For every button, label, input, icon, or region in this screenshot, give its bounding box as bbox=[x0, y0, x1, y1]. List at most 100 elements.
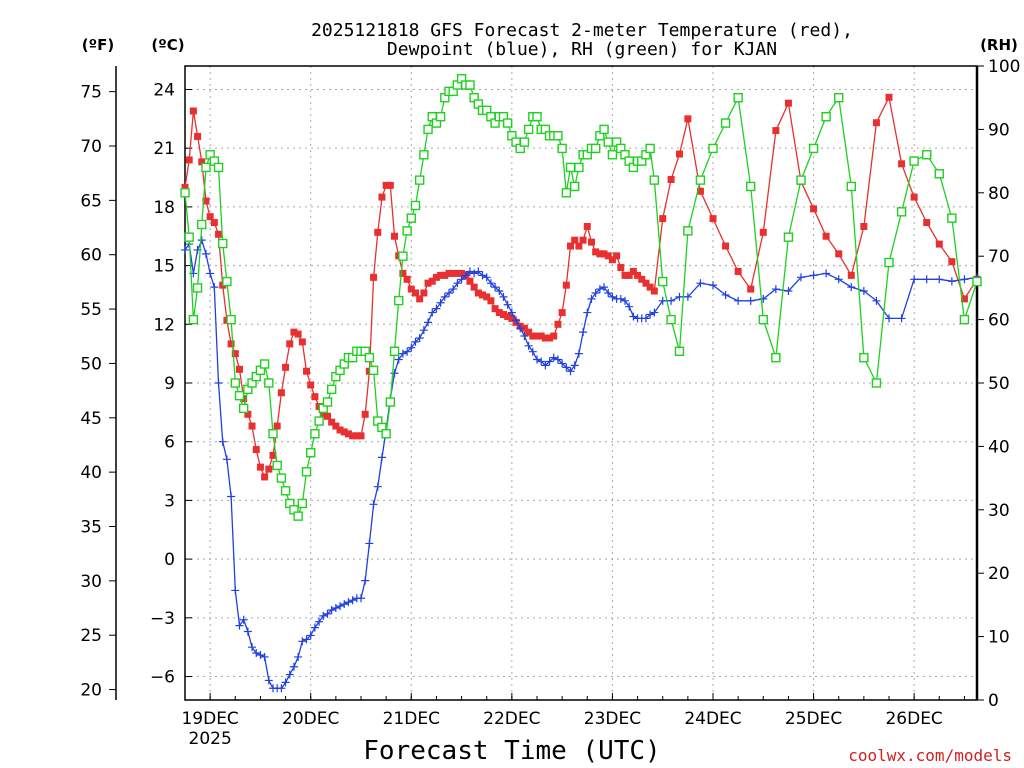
chart-axes: −6−3036912151821242025303540455055606570… bbox=[80, 57, 1020, 749]
dewpoint-point bbox=[306, 631, 315, 640]
dewpoint-point bbox=[298, 637, 307, 646]
dewpoint-point bbox=[486, 279, 495, 288]
dewpoint-point bbox=[545, 357, 554, 366]
temperature-point bbox=[386, 181, 394, 189]
temperature-point bbox=[541, 334, 549, 342]
dewpoint-point bbox=[616, 294, 625, 303]
temperature-point bbox=[210, 219, 218, 227]
temperature-point bbox=[194, 132, 202, 140]
dewpoint-point bbox=[558, 359, 567, 368]
dewpoint-point bbox=[587, 294, 596, 303]
dewpoint-line bbox=[184, 238, 978, 689]
rh-tick-label: 90 bbox=[988, 120, 1010, 140]
rh-point bbox=[649, 175, 660, 185]
rh-tick-label: 50 bbox=[988, 374, 1010, 394]
rh-point bbox=[197, 219, 207, 230]
rh-tick-label: 30 bbox=[988, 501, 1010, 521]
temperature-point bbox=[349, 432, 357, 440]
temperature-point bbox=[332, 422, 340, 430]
rh-point bbox=[590, 143, 601, 154]
temperature-point bbox=[269, 451, 277, 459]
dewpoint-point bbox=[541, 361, 550, 370]
dewpoint-point bbox=[549, 353, 558, 362]
temperature-point bbox=[910, 193, 918, 201]
dewpoint-point bbox=[319, 611, 328, 620]
dewpoint-point bbox=[415, 333, 424, 342]
dewpoint-point bbox=[336, 602, 345, 611]
rh-point bbox=[570, 181, 580, 192]
rh-point bbox=[268, 429, 278, 439]
temperature-point bbox=[189, 107, 197, 115]
rh-point bbox=[410, 200, 421, 211]
dewpoint-point bbox=[960, 275, 969, 284]
temperature-point bbox=[432, 273, 440, 281]
temperature-point bbox=[558, 309, 566, 317]
temperature-point bbox=[420, 289, 428, 297]
temperature-point bbox=[311, 393, 319, 401]
temperature-point bbox=[650, 287, 658, 295]
temperature-point bbox=[537, 332, 545, 340]
temperature-point bbox=[499, 311, 507, 319]
rh-point bbox=[276, 473, 287, 483]
rh-point bbox=[306, 448, 316, 458]
dewpoint-point bbox=[910, 275, 919, 284]
rh-point bbox=[280, 486, 291, 496]
dewpoint-point bbox=[641, 314, 650, 323]
celsius-tick-label: 15 bbox=[153, 257, 175, 277]
rh-point bbox=[674, 346, 685, 356]
temperature-point bbox=[411, 289, 419, 297]
rh-tick-label: 20 bbox=[988, 564, 1010, 584]
dewpoint-point bbox=[591, 288, 600, 297]
temperature-point bbox=[587, 238, 595, 246]
temperature-point bbox=[759, 228, 767, 236]
dewpoint-point bbox=[260, 652, 269, 661]
rh-point bbox=[234, 390, 245, 401]
rh-point bbox=[385, 397, 396, 407]
rh-point bbox=[645, 143, 655, 154]
dewpoint-point bbox=[797, 273, 805, 282]
dewpoint-point bbox=[218, 437, 227, 446]
rh-point bbox=[180, 188, 190, 198]
dewpoint-point bbox=[419, 326, 428, 335]
dewpoint-point bbox=[461, 271, 470, 280]
temperature-point bbox=[784, 99, 792, 107]
temperature-point bbox=[307, 381, 315, 389]
temperature-point bbox=[265, 465, 273, 473]
dewpoint-series bbox=[181, 236, 981, 693]
dewpoint-point bbox=[465, 267, 474, 276]
rh-tick-label: 60 bbox=[988, 311, 1010, 331]
celsius-tick-label: 12 bbox=[153, 315, 175, 335]
rh-point bbox=[846, 181, 856, 192]
dewpoint-point bbox=[696, 279, 705, 288]
dewpoint-point bbox=[344, 598, 353, 607]
temperature-point bbox=[198, 158, 206, 166]
temperature-point bbox=[608, 256, 616, 264]
rh-point bbox=[394, 295, 404, 306]
dewpoint-point bbox=[390, 369, 399, 378]
rh-point bbox=[435, 112, 446, 122]
temperature-point bbox=[248, 422, 256, 430]
temperature-point bbox=[244, 410, 252, 418]
temperature-point bbox=[235, 365, 243, 373]
x-tick-label: 24DEC bbox=[684, 709, 741, 729]
rh-tick-label: 10 bbox=[988, 628, 1010, 648]
rh-point bbox=[465, 80, 475, 90]
temperature-point bbox=[441, 271, 449, 279]
celsius-tick-label: 3 bbox=[164, 491, 175, 511]
rh-point bbox=[834, 92, 844, 103]
temperature-point bbox=[391, 232, 399, 240]
rh-point bbox=[414, 175, 425, 185]
rh-point bbox=[746, 181, 756, 192]
temperature-point bbox=[185, 156, 193, 164]
rh-point bbox=[557, 143, 567, 154]
dewpoint-point bbox=[398, 349, 407, 358]
temperature-point bbox=[361, 410, 369, 418]
temperature-point bbox=[872, 119, 880, 127]
rh-point bbox=[188, 314, 199, 325]
temperature-point bbox=[885, 93, 893, 101]
rh-tick-label: 0 bbox=[988, 691, 999, 711]
rh-point bbox=[297, 498, 308, 509]
temperature-point bbox=[399, 269, 407, 277]
temperature-point bbox=[810, 205, 818, 213]
dewpoint-point bbox=[449, 285, 458, 294]
